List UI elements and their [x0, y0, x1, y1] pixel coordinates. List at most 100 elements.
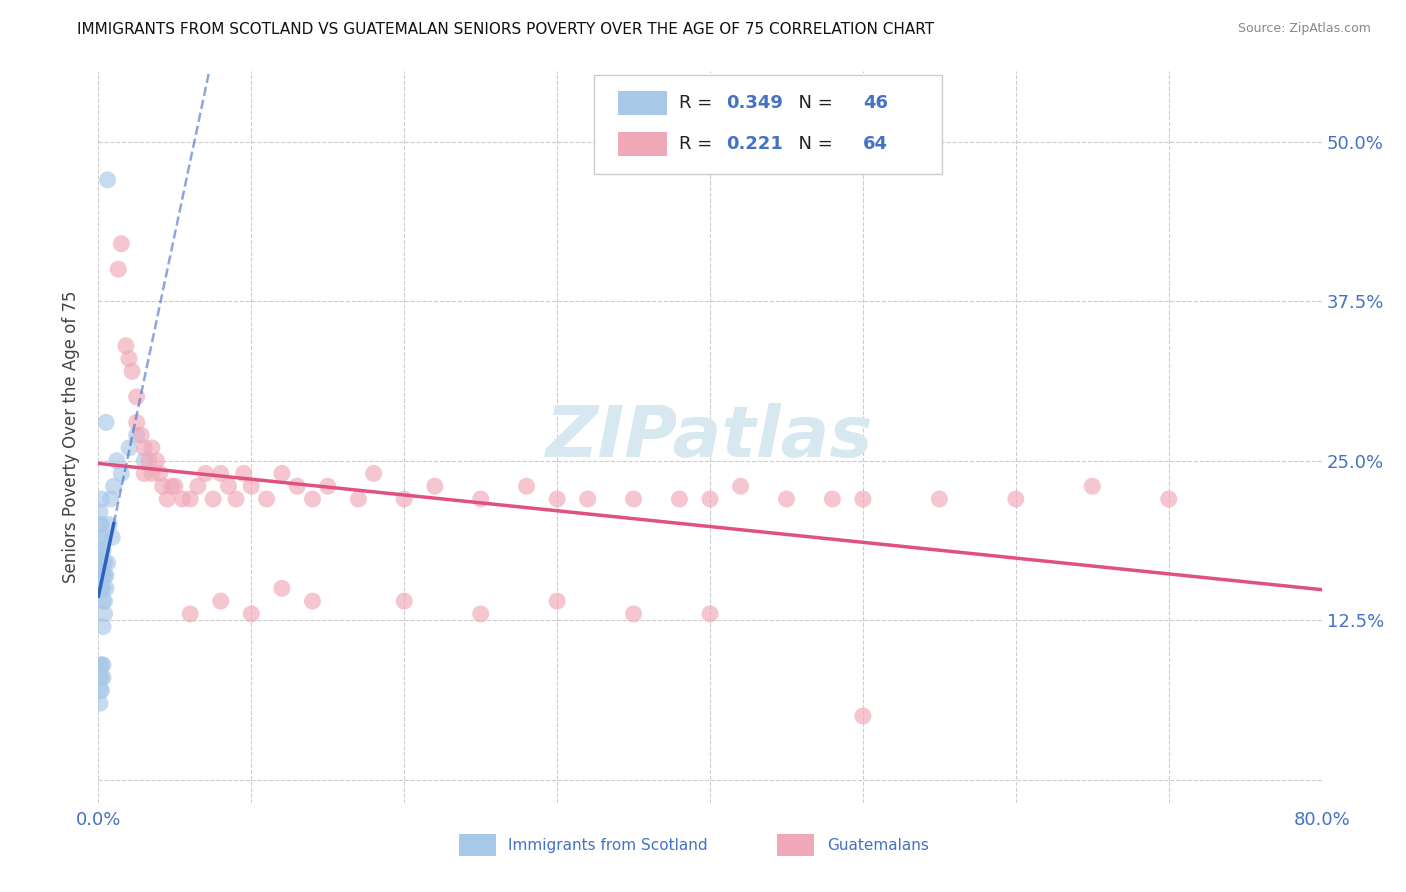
Point [256, 491, 278, 506]
Point [90, 683, 112, 698]
Point [270, 467, 292, 481]
Point [240, 607, 263, 621]
Point [90, 582, 112, 596]
Point [89, 582, 111, 596]
Point [1081, 479, 1104, 493]
Point [160, 479, 183, 493]
Point [699, 491, 721, 506]
FancyBboxPatch shape [593, 75, 942, 174]
Point [94, 416, 117, 430]
Point [392, 594, 416, 608]
Point [134, 453, 156, 467]
Point [110, 236, 132, 251]
Point [775, 491, 797, 506]
Point [93, 594, 115, 608]
Point [98, 517, 121, 532]
Point [89, 530, 111, 544]
Point [470, 491, 492, 506]
Point [270, 582, 292, 596]
Point [392, 491, 416, 506]
Point [118, 351, 141, 366]
Point [225, 491, 247, 506]
Point [546, 594, 568, 608]
Point [363, 467, 385, 481]
Point [103, 479, 125, 493]
Point [152, 479, 174, 493]
Point [470, 607, 492, 621]
Point [179, 607, 201, 621]
Text: 46: 46 [863, 94, 889, 112]
Point [89, 657, 111, 672]
Point [149, 467, 172, 481]
Point [699, 607, 721, 621]
FancyBboxPatch shape [619, 91, 668, 115]
Point [852, 709, 875, 723]
Text: Guatemalans: Guatemalans [828, 838, 929, 853]
Point [209, 467, 232, 481]
Point [187, 479, 209, 493]
Point [1157, 491, 1180, 506]
Point [107, 262, 129, 277]
Point [91, 620, 114, 634]
Point [101, 530, 124, 544]
Text: R =: R = [679, 135, 718, 153]
Point [730, 479, 752, 493]
Point [623, 491, 645, 506]
Point [115, 339, 138, 353]
Point [232, 467, 254, 481]
Text: IMMIGRANTS FROM SCOTLAND VS GUATEMALAN SENIORS POVERTY OVER THE AGE OF 75 CORREL: IMMIGRANTS FROM SCOTLAND VS GUATEMALAN S… [77, 22, 935, 37]
Point [928, 491, 950, 506]
Point [91, 594, 114, 608]
Point [194, 467, 217, 481]
Point [94, 582, 117, 596]
Point [90, 568, 112, 582]
Text: R =: R = [679, 94, 718, 112]
Text: ZIPatlas: ZIPatlas [547, 402, 873, 472]
Point [97, 173, 120, 187]
Y-axis label: Seniors Poverty Over the Age of 75: Seniors Poverty Over the Age of 75 [62, 291, 80, 583]
Point [89, 671, 111, 685]
Point [172, 491, 194, 506]
Point [141, 467, 163, 481]
Point [240, 479, 263, 493]
Text: N =: N = [787, 94, 838, 112]
Point [93, 568, 115, 582]
Point [121, 364, 143, 378]
Point [94, 568, 117, 582]
Point [156, 491, 179, 506]
Point [546, 491, 568, 506]
Point [202, 491, 225, 506]
Point [125, 416, 148, 430]
Point [105, 453, 128, 467]
Point [285, 479, 308, 493]
Text: 0.221: 0.221 [725, 135, 783, 153]
Point [93, 607, 115, 621]
Point [89, 543, 111, 558]
Point [90, 657, 112, 672]
Point [90, 517, 112, 532]
FancyBboxPatch shape [619, 132, 668, 156]
Point [423, 479, 446, 493]
Point [97, 556, 120, 570]
Point [93, 556, 115, 570]
Point [623, 607, 645, 621]
FancyBboxPatch shape [778, 834, 814, 856]
Point [125, 428, 148, 442]
Point [316, 479, 339, 493]
Text: N =: N = [787, 135, 838, 153]
Point [90, 491, 112, 506]
Point [217, 479, 239, 493]
Point [145, 453, 167, 467]
Point [1004, 491, 1026, 506]
Point [301, 594, 323, 608]
Point [89, 517, 111, 532]
Text: Source: ZipAtlas.com: Source: ZipAtlas.com [1237, 22, 1371, 36]
Point [110, 467, 132, 481]
Point [118, 441, 141, 455]
Point [90, 671, 112, 685]
Point [129, 428, 152, 442]
Point [91, 568, 114, 582]
Point [576, 491, 599, 506]
Point [821, 491, 844, 506]
Point [90, 543, 112, 558]
